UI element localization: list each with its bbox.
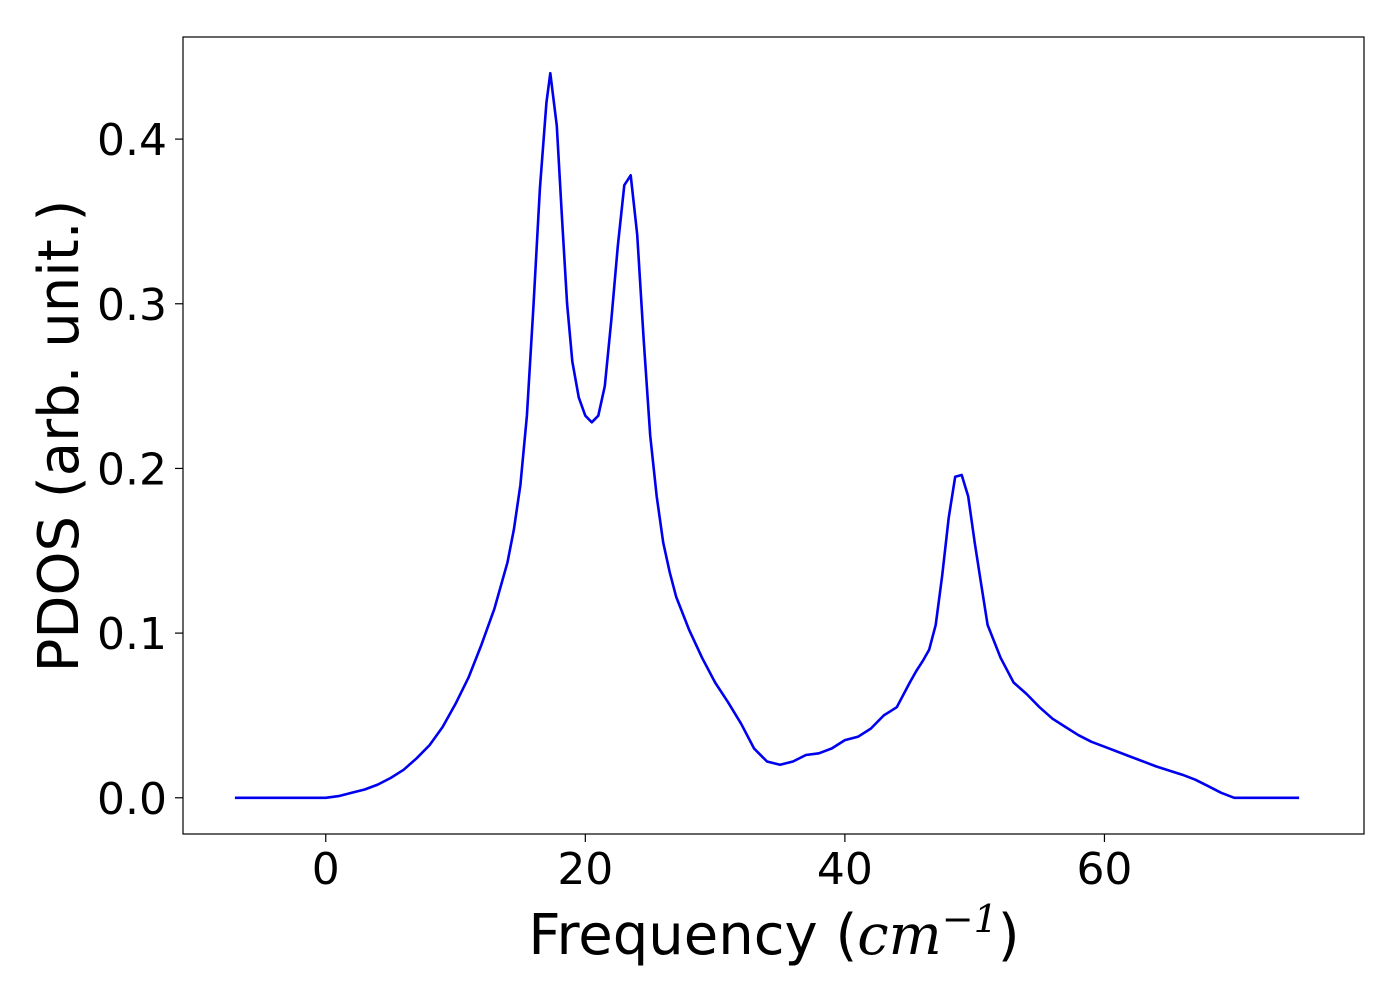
y-tick-label: 0.4 — [97, 115, 167, 166]
series-layer — [234, 71, 1300, 800]
y-axis-ticks: 0.0 0.1 0.2 0.3 0.4 — [97, 115, 183, 825]
y-tick-label: 0.0 — [97, 774, 167, 825]
x-tick-label: 40 — [817, 844, 873, 895]
plot-frame — [182, 36, 1365, 835]
y-axis-label: PDOS (arb. unit.) — [27, 200, 92, 673]
x-axis-ticks: 0 20 40 60 — [312, 834, 1132, 895]
y-tick-label: 0.2 — [97, 444, 167, 495]
y-tick-label: 0.3 — [97, 280, 167, 331]
x-tick-label: 60 — [1076, 844, 1132, 895]
x-tick-label: 20 — [557, 844, 613, 895]
x-axis-label: Frequency (cm−1) — [528, 897, 1019, 968]
y-tick-label: 0.1 — [97, 609, 167, 660]
x-tick-label: 0 — [312, 844, 340, 895]
series-line-0 — [234, 71, 1300, 800]
